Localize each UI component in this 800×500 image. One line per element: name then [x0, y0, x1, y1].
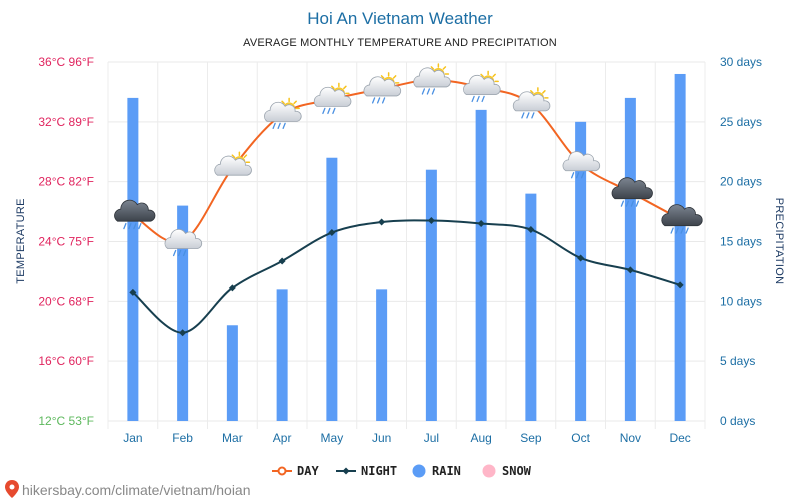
rain-bar	[226, 325, 238, 421]
rain-cloud-icon	[114, 199, 156, 230]
y-right-tick-label: 5 days	[720, 354, 755, 368]
legend: DAY NIGHT RAIN SNOW	[272, 464, 532, 478]
y-right-tick-label: 10 days	[720, 294, 762, 308]
y-left-tick-label: 12°C 53°F	[38, 414, 94, 428]
y-right-tick-label: 25 days	[720, 115, 762, 129]
y-right-tick-label: 30 days	[720, 55, 762, 69]
rain-bar	[276, 289, 288, 421]
y-axis-left-title: TEMPERATURE	[15, 198, 27, 284]
x-axis-ticks: Jan Feb Mar Apr May Jun Jul Aug Sep Oct Nov Dec	[123, 431, 691, 445]
rain-bar	[326, 157, 338, 421]
x-tick-label: Nov	[620, 431, 641, 445]
y-right-tick-label: 20 days	[720, 175, 762, 189]
legend-item-night: NIGHT	[336, 464, 397, 478]
x-tick-label: Mar	[222, 431, 243, 445]
night-point	[477, 220, 485, 228]
night-point	[427, 217, 435, 225]
rain-bar	[425, 169, 437, 421]
legend-label: RAIN	[432, 464, 461, 478]
x-tick-label: Dec	[669, 431, 690, 445]
location-pin-icon	[5, 480, 19, 498]
rain-bar	[376, 289, 388, 421]
x-tick-label: May	[321, 431, 344, 445]
night-point	[179, 329, 187, 337]
sun-cloud-rain-icon	[264, 97, 302, 130]
legend-item-day: DAY	[272, 464, 319, 478]
weather-icons	[114, 63, 703, 257]
sun-cloud-rain-icon	[463, 70, 501, 103]
rain-bar	[624, 97, 636, 422]
night-point	[228, 284, 236, 292]
sun-cloud-icon	[214, 151, 252, 176]
source-footer[interactable]: hikersbay.com/climate/vietnam/hoian	[5, 480, 251, 498]
rain-bar	[674, 73, 686, 421]
night-point	[328, 229, 336, 237]
rain-cloud-icon	[661, 204, 703, 234]
grid-lines	[107, 61, 706, 429]
legend-item-rain: RAIN	[412, 464, 461, 478]
x-tick-label: Apr	[273, 431, 292, 445]
y-left-tick-label: 28°C 82°F	[38, 175, 94, 189]
sun-cloud-rain-icon	[313, 82, 352, 115]
x-tick-label: Sep	[520, 431, 542, 445]
night-point	[577, 254, 585, 262]
night-point	[527, 226, 535, 234]
sun-cloud-rain-icon	[363, 72, 402, 104]
night-point	[626, 266, 634, 274]
x-tick-label: Aug	[470, 431, 491, 445]
y-left-tick-label: 20°C 68°F	[38, 294, 94, 308]
y-left-tick-label: 24°C 75°F	[38, 235, 94, 249]
y-right-tick-label: 15 days	[720, 235, 762, 249]
rain-bar	[127, 97, 139, 422]
y-left-tick-label: 32°C 89°F	[38, 115, 94, 129]
rain-bar	[177, 205, 189, 421]
rain-bar	[575, 121, 587, 421]
x-tick-label: Feb	[172, 431, 193, 445]
night-point	[378, 218, 386, 226]
y-left-tick-label: 16°C 60°F	[38, 354, 94, 368]
y-axis-right-ticks: 0 days 5 days 10 days 15 days 20 days 25 days…	[720, 55, 762, 428]
y-axis-right-title: PRECIPITATION	[773, 198, 785, 285]
sun-cloud-rain-icon	[512, 87, 551, 119]
legend-label: NIGHT	[361, 464, 397, 478]
chart-subtitle: AVERAGE MONTHLY TEMPERATURE AND PRECIPIT…	[243, 37, 557, 49]
legend-item-snow: SNOW	[482, 464, 532, 478]
x-tick-label: Jan	[123, 431, 142, 445]
y-left-tick-label: 36°C 96°F	[38, 55, 94, 69]
night-point	[676, 281, 684, 289]
rain-bar	[525, 193, 537, 421]
cloud-rain-icon	[164, 228, 203, 257]
night-point	[278, 257, 286, 265]
rain-bar	[475, 109, 487, 421]
night-point	[129, 288, 137, 296]
x-tick-label: Jun	[372, 431, 391, 445]
y-right-tick-label: 0 days	[720, 414, 755, 428]
legend-label: DAY	[297, 464, 319, 478]
legend-label: SNOW	[502, 464, 532, 478]
cloud-rain-icon	[562, 151, 601, 179]
rain-cloud-icon	[611, 177, 653, 207]
chart-title: Hoi An Vietnam Weather	[307, 9, 493, 28]
rain-bars	[127, 73, 686, 422]
source-link[interactable]: hikersbay.com/climate/vietnam/hoian	[22, 482, 251, 498]
x-tick-label: Oct	[571, 431, 590, 445]
x-tick-label: Jul	[424, 431, 439, 445]
y-axis-left-ticks: 12°C 53°F 16°C 60°F 20°C 68°F 24°C 75°F 28°C…	[38, 55, 94, 428]
sun-cloud-rain-icon	[413, 63, 451, 95]
